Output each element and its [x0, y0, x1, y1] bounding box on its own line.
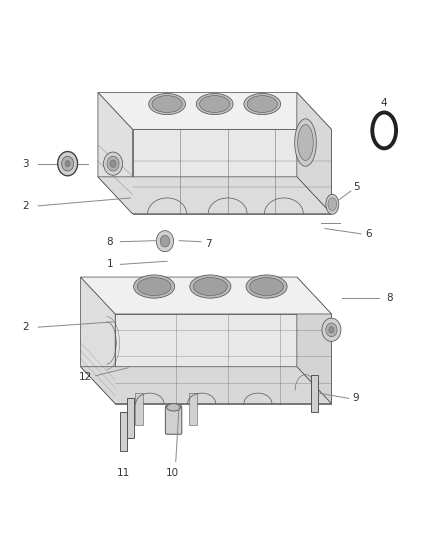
Polygon shape [297, 92, 332, 214]
Text: 3: 3 [22, 159, 28, 168]
Circle shape [322, 318, 341, 342]
Text: 10: 10 [166, 469, 179, 478]
Ellipse shape [298, 125, 313, 160]
Polygon shape [98, 92, 332, 130]
FancyBboxPatch shape [120, 411, 127, 451]
Polygon shape [297, 277, 332, 403]
Text: 5: 5 [353, 182, 360, 192]
Circle shape [58, 151, 78, 176]
Ellipse shape [328, 198, 337, 211]
Text: 6: 6 [365, 229, 371, 239]
FancyBboxPatch shape [189, 393, 197, 425]
Text: 2: 2 [22, 201, 28, 211]
Circle shape [110, 160, 116, 167]
Polygon shape [98, 177, 332, 214]
Ellipse shape [190, 275, 231, 298]
Text: 12: 12 [79, 372, 92, 382]
Circle shape [62, 156, 74, 171]
Polygon shape [133, 130, 332, 214]
Ellipse shape [200, 95, 230, 112]
FancyBboxPatch shape [127, 398, 134, 438]
Ellipse shape [137, 278, 171, 295]
Ellipse shape [167, 403, 180, 411]
FancyBboxPatch shape [135, 393, 143, 425]
Polygon shape [81, 277, 332, 314]
Text: 1: 1 [107, 260, 113, 269]
Text: 9: 9 [352, 393, 359, 403]
Text: 2: 2 [22, 322, 28, 332]
Ellipse shape [326, 194, 339, 214]
Text: 11: 11 [117, 469, 131, 478]
Ellipse shape [247, 95, 277, 112]
Ellipse shape [244, 93, 281, 115]
Ellipse shape [246, 275, 287, 298]
Circle shape [103, 152, 123, 175]
Polygon shape [81, 367, 332, 403]
Circle shape [329, 327, 334, 333]
Circle shape [107, 156, 119, 171]
Ellipse shape [152, 95, 182, 112]
Polygon shape [115, 314, 332, 403]
Text: 8: 8 [107, 237, 113, 247]
Ellipse shape [295, 119, 316, 166]
Ellipse shape [250, 278, 283, 295]
Text: 7: 7 [205, 239, 212, 249]
Ellipse shape [196, 93, 233, 115]
FancyBboxPatch shape [311, 375, 318, 411]
Polygon shape [81, 277, 115, 403]
Circle shape [160, 236, 170, 247]
Circle shape [326, 323, 337, 337]
FancyBboxPatch shape [166, 406, 182, 434]
Polygon shape [98, 92, 133, 214]
Circle shape [65, 160, 70, 167]
Text: 4: 4 [381, 98, 388, 108]
Ellipse shape [134, 275, 175, 298]
Text: 8: 8 [386, 293, 393, 303]
Ellipse shape [149, 93, 185, 115]
Ellipse shape [194, 278, 227, 295]
Circle shape [156, 231, 173, 252]
